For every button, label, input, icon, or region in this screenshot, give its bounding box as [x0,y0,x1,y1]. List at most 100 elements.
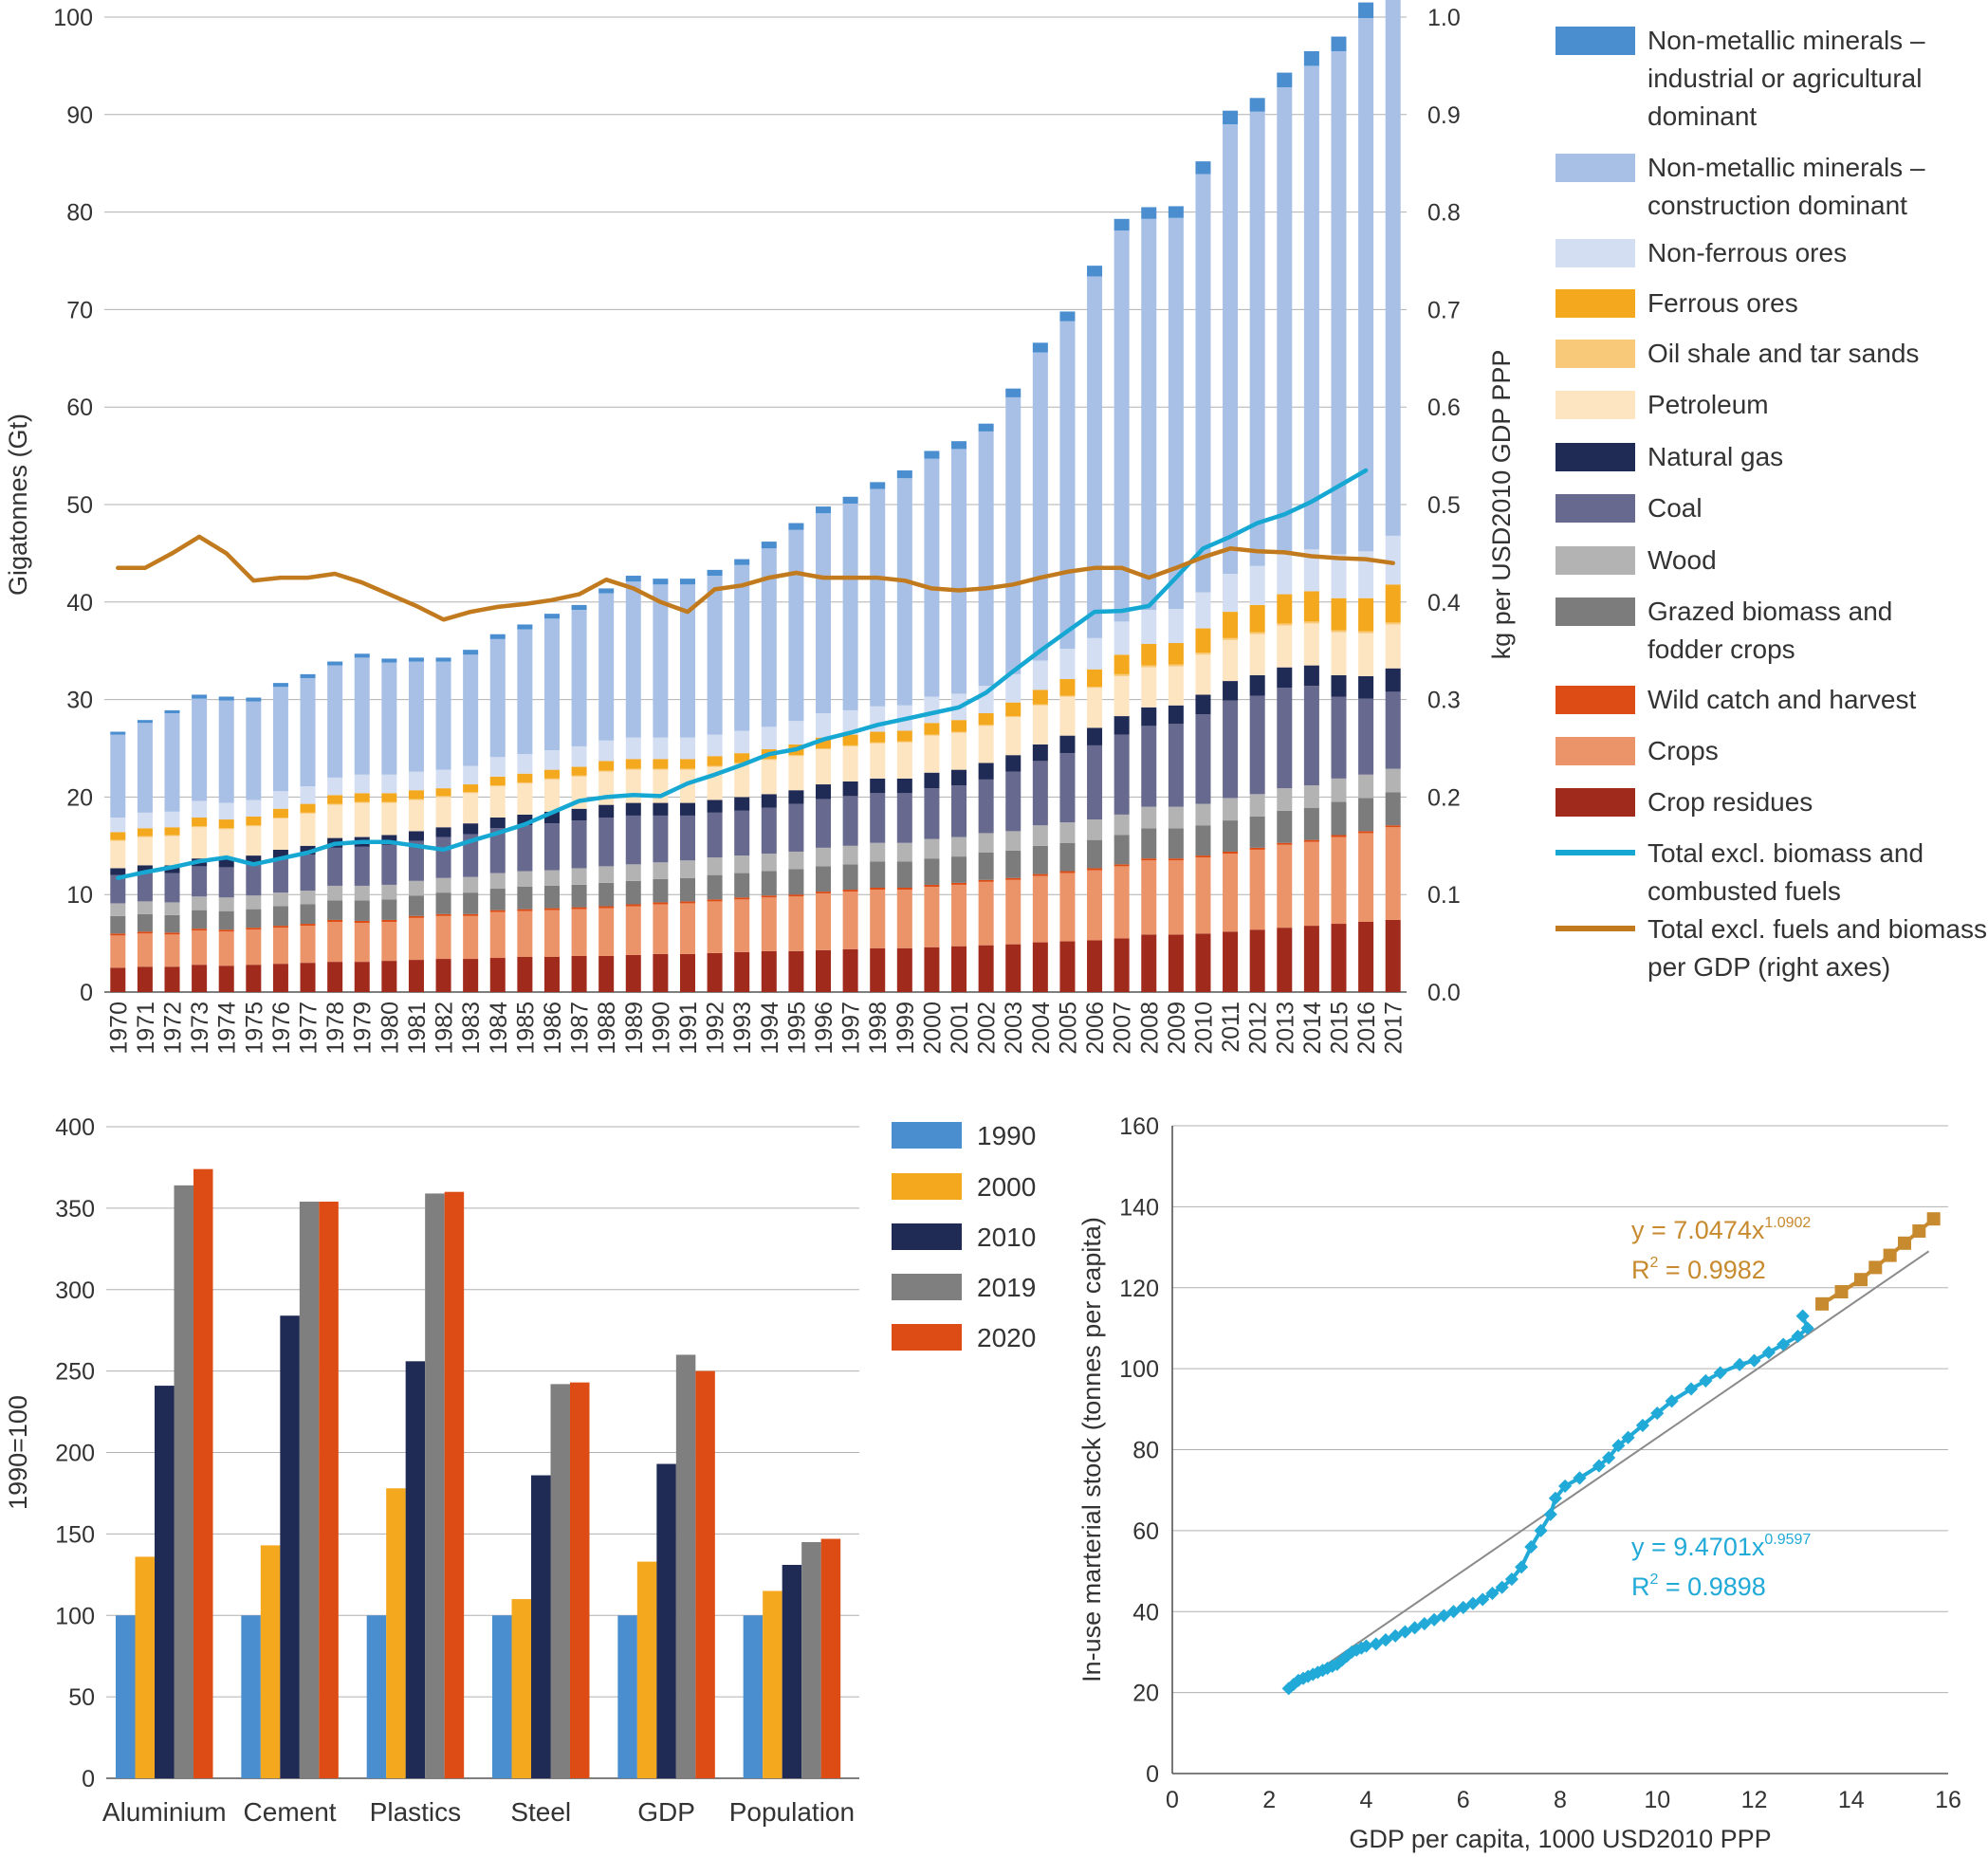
bar-segment [1358,551,1374,598]
bar-segment [788,896,804,951]
bar-segment [1087,839,1103,869]
bar-segment [1358,698,1374,775]
bar-segment [137,812,153,829]
data-point [1408,1621,1422,1635]
bar-segment [1249,816,1265,848]
bar-segment [110,874,126,904]
bar-segment [679,579,695,585]
bar-segment [1195,174,1211,593]
bar-segment [842,845,858,865]
y-right-tick-label: 0.5 [1427,492,1461,519]
bar-segment [1195,803,1211,826]
equation-label: y = 7.0474x1.0902 [1631,1215,1811,1244]
bar-segment [192,928,208,931]
bar-segment [543,618,560,751]
equation-exponent: 1.0902 [1764,1215,1811,1231]
bar-segment [1168,664,1184,667]
data-point [1912,1223,1926,1238]
bar-segment [1303,65,1319,550]
x-tick-label: 1986 [540,1002,566,1055]
bar-segment [707,901,723,953]
bar-segment [272,906,288,927]
bar-segment [381,802,397,836]
bar-segment [978,833,994,853]
bar-segment [1331,36,1347,51]
bar-segment [625,880,641,905]
bar-segment [1303,926,1319,992]
bar-segment [1087,745,1103,820]
bar-segment [1195,714,1211,804]
bar-segment [896,890,912,948]
bar-segment [679,768,695,770]
bar-segment [951,769,967,786]
bar-segment [300,926,316,964]
bar-segment [571,955,587,992]
bar-segment [1141,610,1157,645]
bar-segment [761,760,777,795]
bar-segment [842,948,858,992]
bar-segment [1303,785,1319,808]
bar-segment [1168,206,1184,218]
bar-segment [870,890,886,948]
bar-segment [1303,841,1319,927]
data-point [1635,1418,1649,1432]
bar-segment [1331,837,1347,925]
bar-segment [1005,673,1022,703]
bar-segment [1385,584,1401,623]
bar-segment [110,832,126,840]
data-point [1359,1639,1373,1653]
bar-segment [381,662,397,775]
bar-segment [164,966,180,992]
bar-segment [1087,276,1103,638]
bar-segment [1223,798,1239,821]
bar-segment [272,849,288,859]
bar-segment [110,734,126,818]
bar-segment [1032,660,1048,690]
bar-segment [1032,873,1048,876]
bar-segment [543,614,560,619]
y-axis-label: In-use marterial stock (tonnes per capit… [1077,1217,1106,1682]
legend-label: Natural gas [1647,442,1783,471]
x-axis-label: GDP per capita, 1000 USD2010 PPP [1349,1825,1771,1853]
data-point [1524,1539,1538,1554]
data-point [1834,1285,1849,1299]
bar-segment [707,576,723,735]
bar-segment [354,846,370,886]
bar-segment [1358,831,1374,834]
bar-segment [870,742,886,744]
x-tick-label: Population [729,1797,855,1827]
bar-segment [300,845,316,855]
bar-segment [951,837,967,857]
bar-segment [517,783,533,815]
bar-segment [192,826,208,828]
bar-segment [1005,396,1022,674]
bar-segment [1249,632,1265,634]
bar-segment [598,906,615,909]
bar-segment [246,863,262,896]
bar-segment [164,836,180,866]
bar-segment [435,827,451,837]
data-point [1417,1616,1431,1631]
bar-segment [246,928,262,930]
data-point [1621,1430,1635,1444]
x-tick-label: 1998 [865,1002,892,1055]
bar-segment [137,828,153,837]
bar-segment [978,763,994,780]
bar-segment [1331,696,1347,779]
x-tick-label: 2007 [1110,1002,1136,1055]
series-line [116,468,1369,880]
bar [801,1541,821,1778]
bar-segment [110,840,126,869]
bar-segment [1277,928,1293,992]
data-point [1398,1625,1412,1639]
bar-segment [1087,669,1103,688]
bar-segment [761,807,777,855]
legend-swatch [1555,546,1635,575]
bar-segment [1385,535,1401,585]
y-right-tick-label: 0.3 [1427,688,1461,714]
bar-segment [788,755,804,757]
material-stock-scatter-chart: 0 20 40 60 80 100 120 140 160 0 2 4 6 8 10 12 14 16 GDP pe… [1077,1113,1961,1853]
x-tick-label: 2009 [1164,1002,1190,1055]
bar-segment [1385,668,1401,692]
bar-segment [543,778,560,780]
